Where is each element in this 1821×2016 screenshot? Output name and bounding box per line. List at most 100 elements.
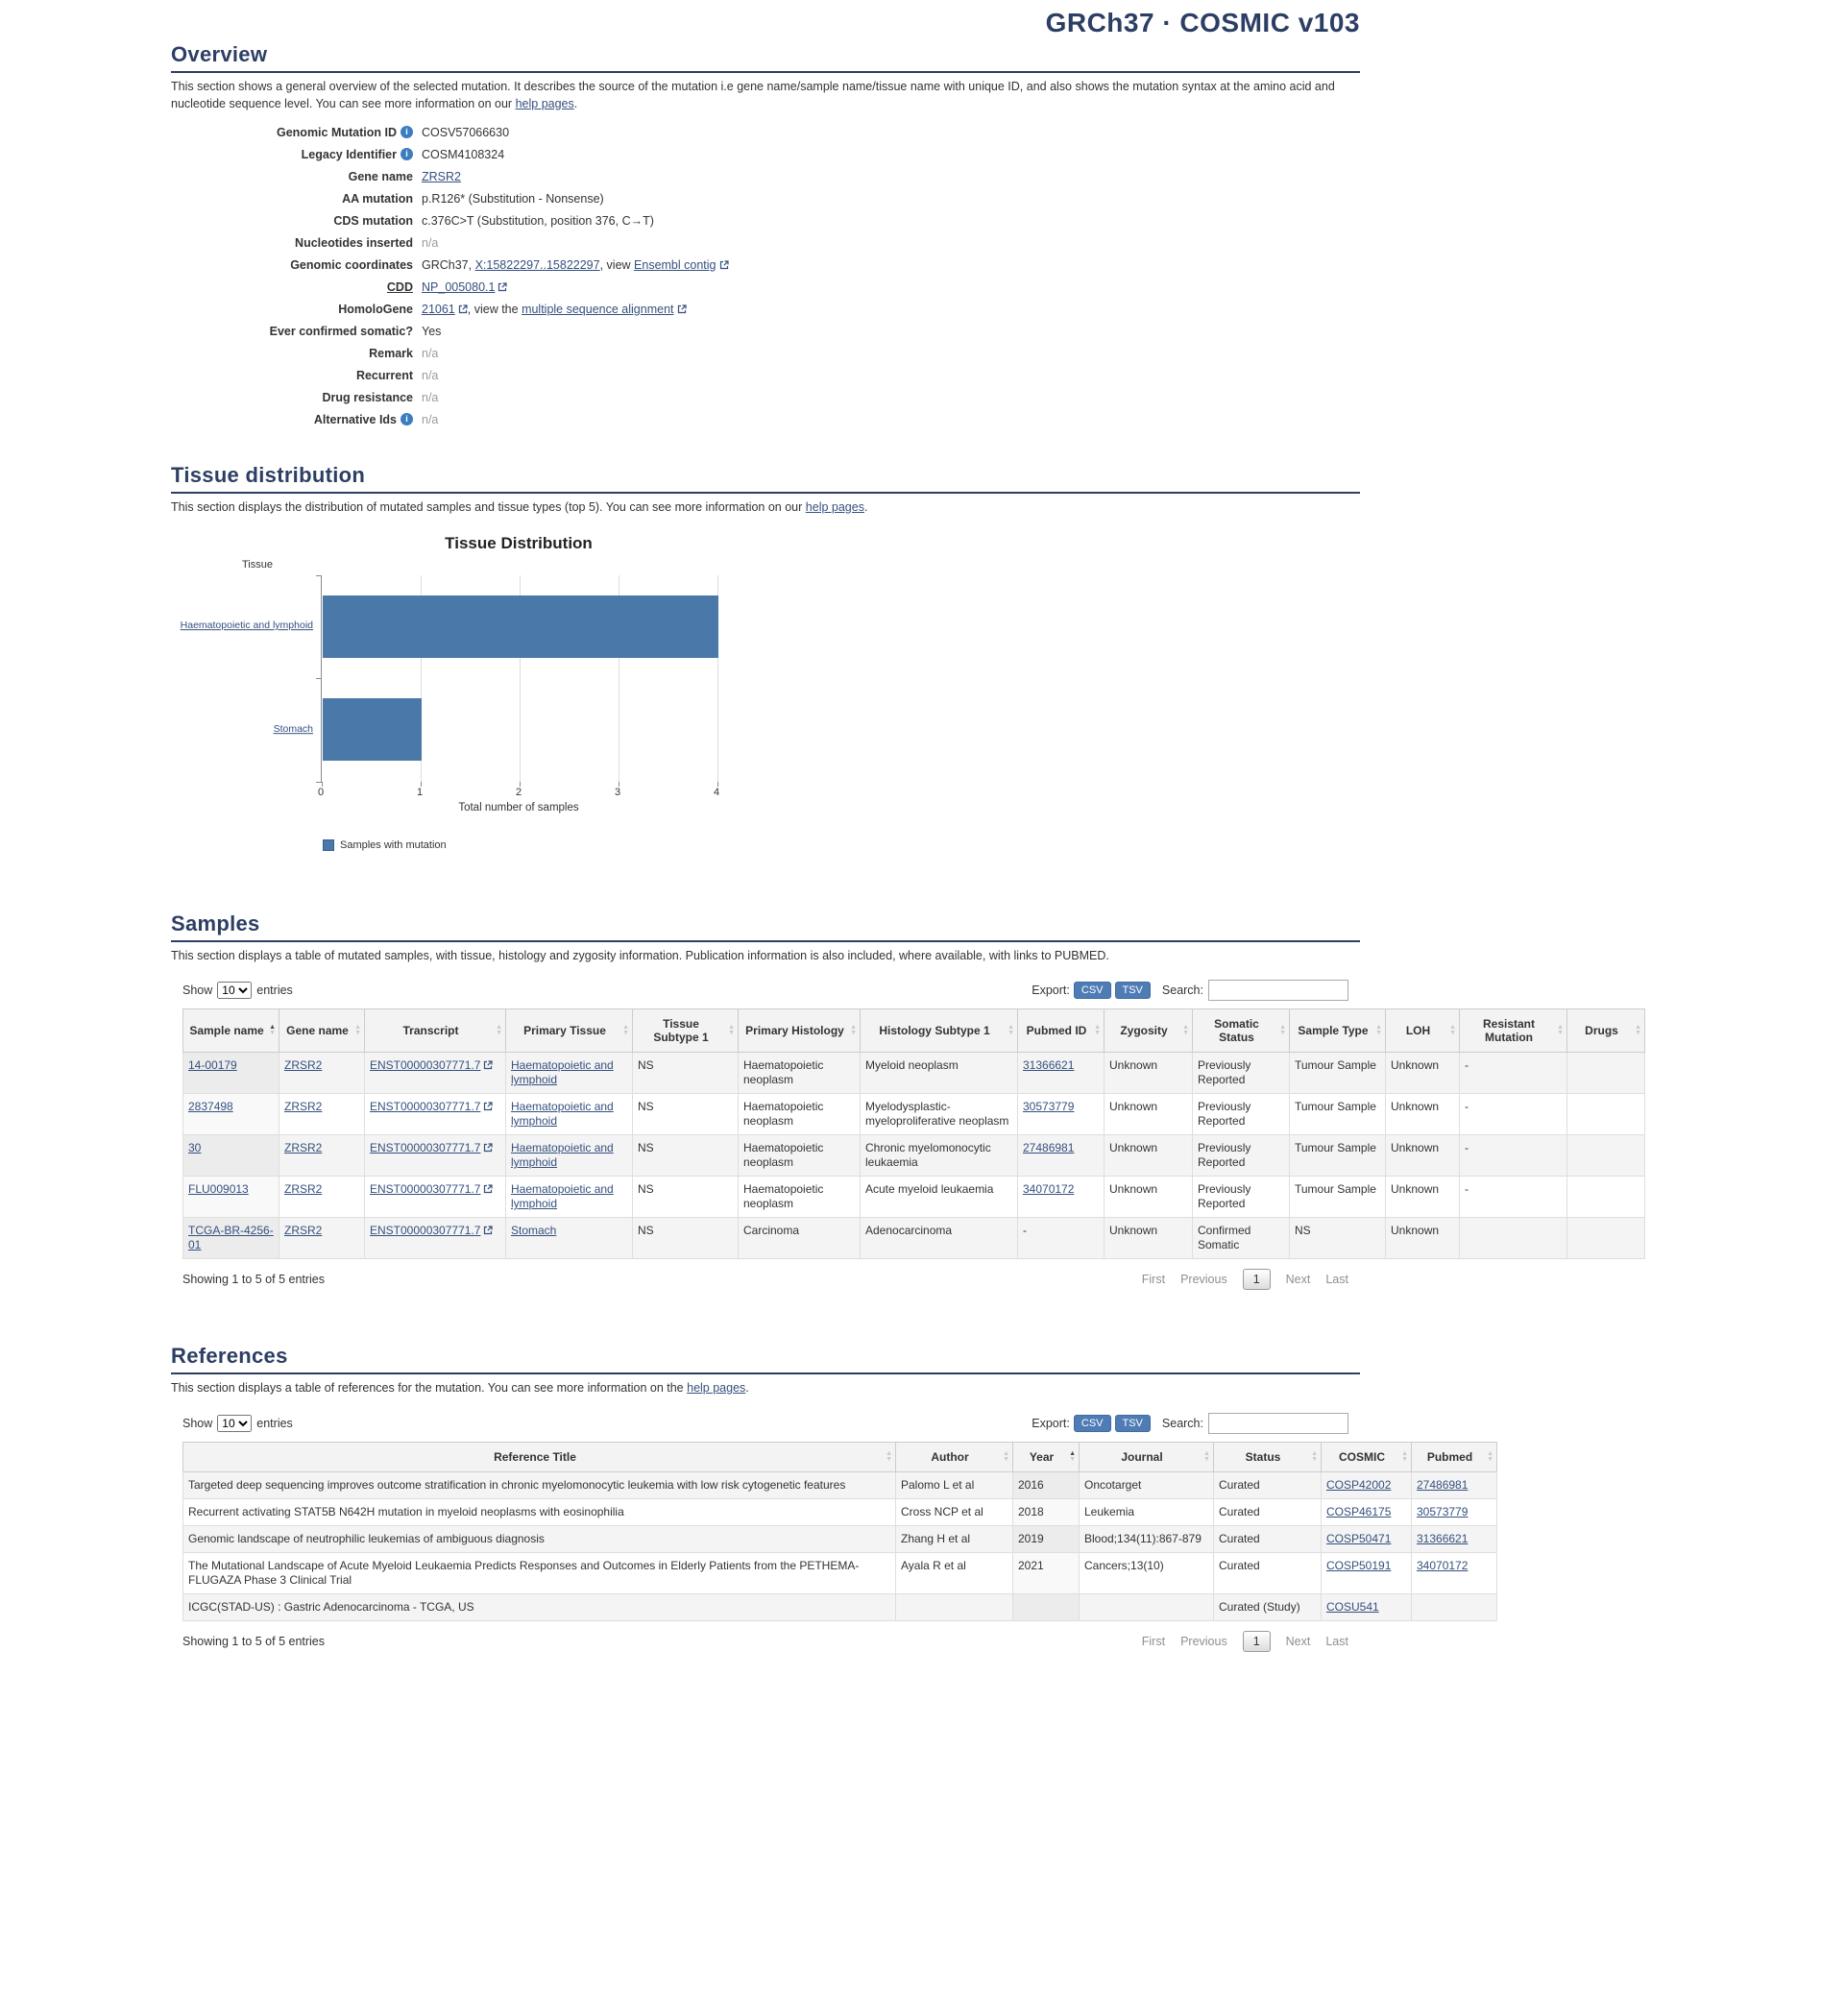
cell-link[interactable]: 34070172 (1417, 1558, 1469, 1572)
search-input[interactable] (1208, 1412, 1348, 1434)
genomic-coordinates-link[interactable]: X:15822297..15822297 (474, 258, 600, 272)
cell-link[interactable]: ZRSR2 (284, 1058, 323, 1072)
cell-link[interactable]: ENST00000307771.7 (370, 1100, 481, 1113)
column-header-journal[interactable]: Journal ▲ ▼ (1079, 1441, 1214, 1472)
info-icon[interactable] (401, 148, 413, 160)
column-header-loh[interactable]: LOH ▲ ▼ (1385, 1008, 1460, 1053)
cell-link[interactable]: ENST00000307771.7 (370, 1058, 481, 1072)
cell-link[interactable]: ENST00000307771.7 (370, 1182, 481, 1196)
sort-icons: ▲ ▼ (1449, 1024, 1456, 1036)
first-page-button[interactable]: First (1141, 1634, 1166, 1648)
column-header-sample-type[interactable]: Sample Type ▲ ▼ (1289, 1008, 1386, 1053)
column-header-pubmed-id[interactable]: Pubmed ID ▲ ▼ (1017, 1008, 1105, 1053)
bar-haematopoietic-and-lymphoid[interactable] (323, 595, 718, 658)
cell-link[interactable]: ZRSR2 (284, 1100, 323, 1113)
bar-stomach[interactable] (323, 698, 422, 762)
cell-link[interactable]: 14-00179 (188, 1058, 237, 1072)
field-value: Yes (422, 325, 442, 338)
category-label-stomach[interactable]: Stomach (273, 722, 313, 735)
search-input[interactable] (1208, 980, 1348, 1001)
export-csv-button[interactable]: CSV (1073, 982, 1111, 999)
cell-link[interactable]: ENST00000307771.7 (370, 1224, 481, 1237)
export-csv-button[interactable]: CSV (1073, 1414, 1111, 1432)
column-header-author[interactable]: Author ▲ ▼ (895, 1441, 1013, 1472)
export-tsv-button[interactable]: TSV (1114, 982, 1151, 999)
previous-page-button[interactable]: Previous (1180, 1273, 1227, 1286)
last-page-button[interactable]: Last (1325, 1634, 1348, 1648)
column-header-transcript[interactable]: Transcript ▲ ▼ (364, 1008, 506, 1053)
gene-name-link[interactable]: ZRSR2 (422, 170, 461, 183)
column-header-reference-title[interactable]: Reference Title ▲ ▼ (182, 1441, 896, 1472)
cell-link[interactable]: 31366621 (1417, 1531, 1469, 1545)
cell-link[interactable]: 27486981 (1023, 1141, 1075, 1154)
help-pages-link[interactable]: help pages (805, 500, 864, 514)
info-icon[interactable] (401, 413, 413, 425)
column-header-status[interactable]: Status ▲ ▼ (1213, 1441, 1322, 1472)
column-header-gene-name[interactable]: Gene name ▲ ▼ (279, 1008, 365, 1053)
column-header-pubmed[interactable]: Pubmed ▲ ▼ (1411, 1441, 1497, 1472)
page-number-button[interactable]: 1 (1242, 1630, 1271, 1652)
last-page-button[interactable]: Last (1325, 1273, 1348, 1286)
cell-link[interactable]: COSP42002 (1326, 1477, 1392, 1492)
overview-section: Overview This section shows a general ov… (171, 42, 1360, 426)
cell-gene-name: ZRSR2 (279, 1134, 365, 1177)
field-label: Recurrent (355, 369, 413, 382)
cell-link[interactable]: ZRSR2 (284, 1182, 323, 1196)
cell-zygosity: Unknown (1104, 1217, 1193, 1259)
cell-primary-tissue: Stomach (505, 1217, 633, 1259)
help-pages-link[interactable]: help pages (515, 96, 574, 110)
next-page-button[interactable]: Next (1285, 1634, 1311, 1648)
column-header-somatic-status[interactable]: Somatic Status ▲ ▼ (1192, 1008, 1290, 1053)
info-icon[interactable] (401, 126, 413, 138)
cell-link[interactable]: ZRSR2 (284, 1141, 323, 1154)
cell-link[interactable]: 31366621 (1023, 1058, 1075, 1072)
column-header-primary-tissue[interactable]: Primary Tissue ▲ ▼ (505, 1008, 633, 1053)
cell-link[interactable]: TCGA-BR-4256-01 (188, 1224, 274, 1251)
category-label-haematopoietic-and-lymphoid[interactable]: Haematopoietic and lymphoid (180, 619, 313, 632)
cell-link[interactable]: 30573779 (1417, 1504, 1469, 1518)
export-tsv-button[interactable]: TSV (1114, 1414, 1151, 1432)
column-header-primary-histology[interactable]: Primary Histology ▲ ▼ (738, 1008, 861, 1053)
column-header-cosmic[interactable]: COSMIC ▲ ▼ (1321, 1441, 1412, 1472)
cell-link[interactable]: COSP50191 (1326, 1558, 1392, 1572)
column-header-drugs[interactable]: Drugs ▲ ▼ (1566, 1008, 1645, 1053)
cell-link[interactable]: 30 (188, 1141, 202, 1154)
column-header-year[interactable]: Year ▲ ▼ (1012, 1441, 1080, 1472)
cell-link[interactable]: ENST00000307771.7 (370, 1141, 481, 1154)
cell-link[interactable]: 34070172 (1023, 1182, 1075, 1196)
cdd-label-link[interactable]: CDD (386, 280, 413, 294)
first-page-button[interactable]: First (1141, 1273, 1166, 1286)
column-header-histology-subtype-1[interactable]: Histology Subtype 1 ▲ ▼ (860, 1008, 1018, 1053)
cell-link[interactable]: 2837498 (188, 1100, 233, 1113)
cell-link[interactable]: Stomach (511, 1224, 557, 1237)
sort-icons: ▲ ▼ (1375, 1024, 1382, 1036)
column-header-resistant-mutation[interactable]: Resistant Mutation ▲ ▼ (1459, 1008, 1567, 1053)
multiple-sequence-alignment-link[interactable]: multiple sequence alignment (522, 303, 674, 316)
column-header-zygosity[interactable]: Zygosity ▲ ▼ (1104, 1008, 1193, 1053)
cell-status: Curated (1213, 1551, 1322, 1594)
cell-link[interactable]: COSP46175 (1326, 1504, 1392, 1518)
column-header-tissue-subtype-1[interactable]: Tissue Subtype 1 ▲ ▼ (632, 1008, 739, 1053)
cdd-link[interactable]: NP_005080.1 (422, 280, 496, 294)
cell-link[interactable]: ZRSR2 (284, 1224, 323, 1237)
cell-link[interactable]: Haematopoietic and lymphoid (511, 1058, 614, 1086)
help-pages-link[interactable]: help pages (687, 1381, 746, 1395)
cell-link[interactable]: Haematopoietic and lymphoid (511, 1100, 614, 1128)
cell-link[interactable]: Haematopoietic and lymphoid (511, 1141, 614, 1169)
cell-link[interactable]: Haematopoietic and lymphoid (511, 1182, 614, 1210)
cell-loh: Unknown (1385, 1217, 1460, 1259)
page-number-button[interactable]: 1 (1242, 1269, 1271, 1290)
ensembl-contig-link[interactable]: Ensembl contig (634, 258, 716, 272)
cell-link[interactable]: FLU009013 (188, 1182, 249, 1196)
column-header-sample-name[interactable]: Sample name ▲ ▼ (182, 1008, 279, 1053)
page-length-select[interactable]: 10 (217, 1414, 253, 1432)
homologene-link[interactable]: 21061 (422, 303, 455, 316)
field-recurrent: Recurrent n/a (171, 369, 1360, 382)
cell-link[interactable]: COSP50471 (1326, 1531, 1392, 1545)
previous-page-button[interactable]: Previous (1180, 1634, 1227, 1648)
cell-link[interactable]: COSU541 (1326, 1599, 1379, 1614)
cell-link[interactable]: 30573779 (1023, 1100, 1075, 1113)
next-page-button[interactable]: Next (1285, 1273, 1311, 1286)
cell-link[interactable]: 27486981 (1417, 1477, 1469, 1492)
page-length-select[interactable]: 10 (217, 982, 253, 999)
